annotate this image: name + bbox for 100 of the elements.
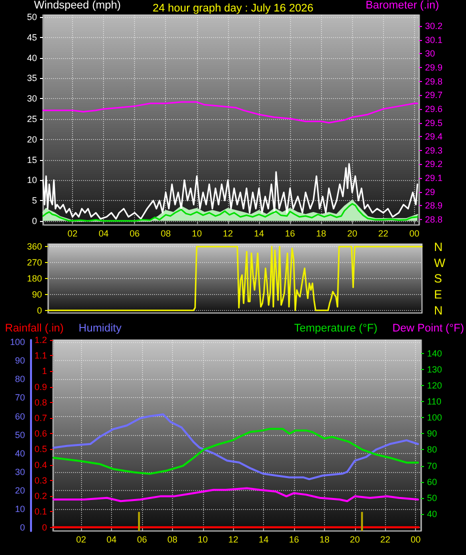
y-axis-title: Windspeed (mph) <box>34 0 121 12</box>
x-tick-label: 06 <box>130 228 140 238</box>
y2-axis-title: Barometer (.in) <box>366 0 439 12</box>
y2-tick-label: 29.5 <box>425 118 443 128</box>
y-tick-label: 15 <box>26 154 37 165</box>
y2-tick-label: 30 <box>425 48 436 59</box>
y-tick-label: 270 <box>26 258 42 268</box>
y-tick-label: 100 <box>10 337 25 348</box>
y-tick-label: 90 <box>14 356 25 366</box>
y-tick-label: 45 <box>26 32 37 42</box>
chart-title: 24 hour graph day : July 16 2026 <box>152 2 314 14</box>
category-label: W <box>434 256 446 270</box>
x-tick-label: 02 <box>68 228 78 238</box>
y-tick-label: 90 <box>32 289 42 300</box>
y-tick-label: 0 <box>32 216 37 226</box>
y-tick-label: 360 <box>26 242 42 252</box>
y-tick-label: 50 <box>14 430 25 440</box>
y2-tick-label: 120 <box>427 380 442 390</box>
y-tick-label: 180 <box>26 274 42 284</box>
line-series <box>42 101 418 124</box>
y3-tick-label: 1.2 <box>34 335 47 345</box>
y3-tick-label: 1.1 <box>34 350 47 361</box>
y2-tick-label: 130 <box>427 364 442 374</box>
y-tick-label: 40 <box>26 52 37 63</box>
y-tick-label: 80 <box>14 374 25 384</box>
x-tick-label: 16 <box>289 534 300 544</box>
line-series <box>42 203 418 222</box>
line-series <box>52 428 419 475</box>
y2-tick-label: 29.2 <box>425 159 443 170</box>
category-label: N <box>434 303 443 318</box>
y2-tick-label: 30.2 <box>425 21 443 32</box>
y3-tick-label: 1 <box>42 366 47 376</box>
text: Dew Point (°F) <box>392 322 464 334</box>
y-tick-label: 0 <box>20 522 25 532</box>
y2-tick-label: 29.8 <box>425 76 443 86</box>
x-tick-label: 00 <box>409 228 420 238</box>
x-tick-label: 10 <box>198 534 208 544</box>
y2-tick-label: 70 <box>427 460 438 471</box>
y3-tick-label: 0.5 <box>34 444 47 454</box>
line-series <box>52 487 419 502</box>
x-tick-label: 14 <box>258 534 269 544</box>
y-tick-label: 20 <box>26 134 37 144</box>
y-tick-label: 5 <box>32 196 37 206</box>
y-tick-label: 30 <box>26 94 37 104</box>
y-tick-label: 25 <box>26 114 37 124</box>
text: Humidity <box>78 322 122 334</box>
y-tick-label: 50 <box>26 12 37 22</box>
x-tick-label: 08 <box>160 228 171 238</box>
x-tick-label: 22 <box>378 228 388 238</box>
y2-tick-label: 110 <box>427 396 442 407</box>
y3-tick-label: 0.1 <box>34 506 47 517</box>
y2-tick-label: 40 <box>427 508 438 519</box>
x-tick-label: 06 <box>136 534 147 544</box>
y2-tick-label: 28.9 <box>425 200 443 211</box>
y-tick-label: 10 <box>26 175 37 186</box>
category-label: N <box>434 240 443 254</box>
y-tick-label: 40 <box>14 448 25 458</box>
y2-tick-label: 29.1 <box>425 173 443 184</box>
y3-tick-label: 0.8 <box>34 397 47 408</box>
y-tick-label: 70 <box>14 392 25 403</box>
y2-tick-label: 140 <box>427 348 442 358</box>
y-tick-label: 10 <box>14 504 25 514</box>
x-tick-label: 22 <box>380 534 390 544</box>
x-tick-label: 04 <box>98 228 109 238</box>
x-tick-label: 18 <box>319 534 330 544</box>
y2-tick-label: 60 <box>427 476 438 487</box>
y2-tick-label: 29.4 <box>425 132 443 142</box>
y3-tick-label: 0.4 <box>34 460 47 470</box>
y2-tick-label: 29 <box>425 186 436 197</box>
x-tick-label: 20 <box>347 228 358 238</box>
text: Rainfall (.in) <box>5 322 64 334</box>
line-series <box>52 413 419 480</box>
x-tick-label: 04 <box>106 534 117 544</box>
x-tick-label: 00 <box>410 534 421 544</box>
text: Temperature (°F) <box>294 322 378 334</box>
x-tick-label: 08 <box>167 534 178 544</box>
y2-tick-label: 50 <box>427 492 438 503</box>
y3-tick-label: 0.2 <box>34 491 47 502</box>
y3-tick-label: 0.7 <box>34 413 47 424</box>
x-tick-label: 12 <box>222 228 233 238</box>
y2-tick-label: 30.1 <box>425 34 443 45</box>
y2-tick-label: 29.3 <box>425 145 443 156</box>
y-tick-label: 0 <box>36 305 42 316</box>
x-tick-label: 20 <box>350 534 360 544</box>
y2-tick-label: 29.9 <box>425 62 443 72</box>
y2-tick-label: 80 <box>427 444 438 455</box>
y-tick-label: 20 <box>14 485 25 496</box>
y2-tick-label: 28.8 <box>425 214 443 224</box>
y2-tick-label: 100 <box>427 412 442 423</box>
category-label: E <box>434 288 442 302</box>
x-tick-label: 12 <box>228 534 238 544</box>
x-tick-label: 14 <box>254 228 264 238</box>
category-label: S <box>434 272 442 286</box>
x-tick-label: 16 <box>285 228 296 238</box>
y2-tick-label: 90 <box>427 428 438 439</box>
y3-tick-label: 0.3 <box>34 475 47 486</box>
x-tick-label: 18 <box>316 228 326 238</box>
y2-tick-label: 29.6 <box>425 104 443 114</box>
x-tick-label: 10 <box>192 228 202 238</box>
y-tick-label: 60 <box>14 411 25 422</box>
